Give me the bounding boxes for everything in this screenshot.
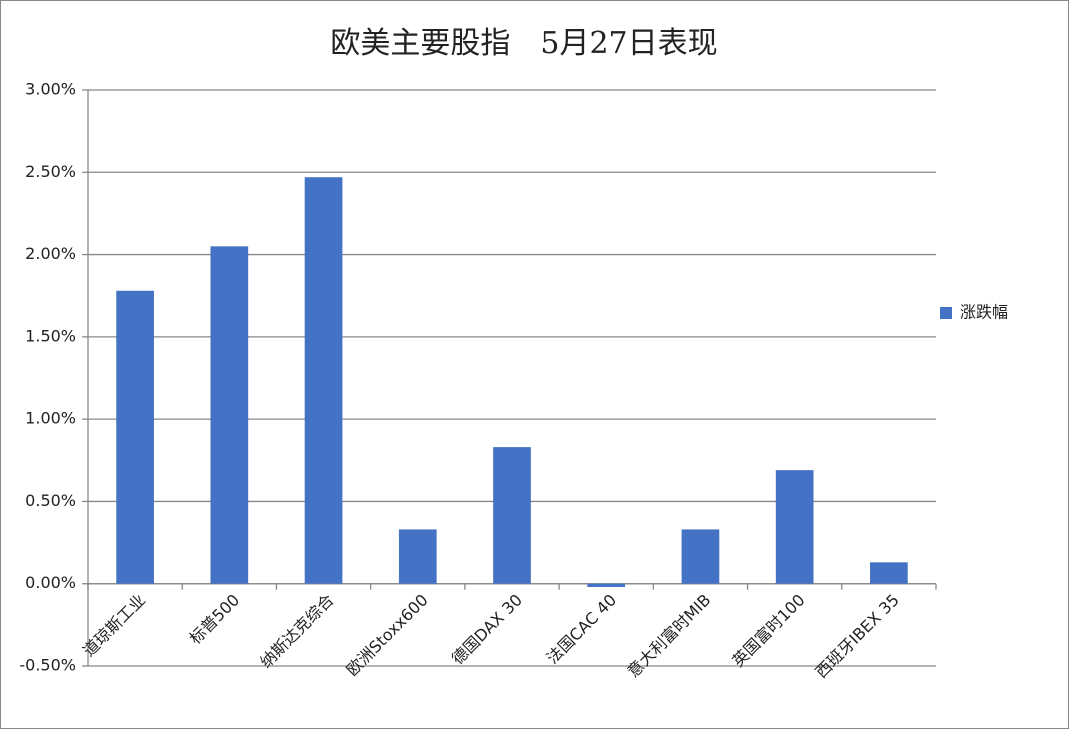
y-tick-label: 0.50% (25, 491, 76, 510)
bar (870, 562, 908, 584)
bar (116, 290, 154, 584)
bar (681, 529, 720, 584)
y-tick-label: 1.50% (25, 326, 76, 345)
legend-swatch (940, 307, 952, 319)
bar (775, 470, 814, 584)
bar (210, 246, 249, 584)
bar (398, 529, 437, 584)
y-tick-label: 3.00% (25, 80, 76, 99)
bar (493, 447, 531, 584)
y-tick-label: 0.00% (25, 573, 76, 592)
y-tick-label: 1.00% (25, 409, 76, 428)
legend-label: 涨跌幅 (960, 303, 1008, 322)
bar (304, 177, 343, 584)
chart-title: 欧美主要股指 5月27日表现 (330, 26, 717, 61)
y-tick-label: -0.50% (19, 656, 76, 675)
y-tick-label: 2.50% (25, 162, 76, 181)
bar (587, 583, 626, 588)
y-tick-label: 2.00% (25, 244, 76, 263)
